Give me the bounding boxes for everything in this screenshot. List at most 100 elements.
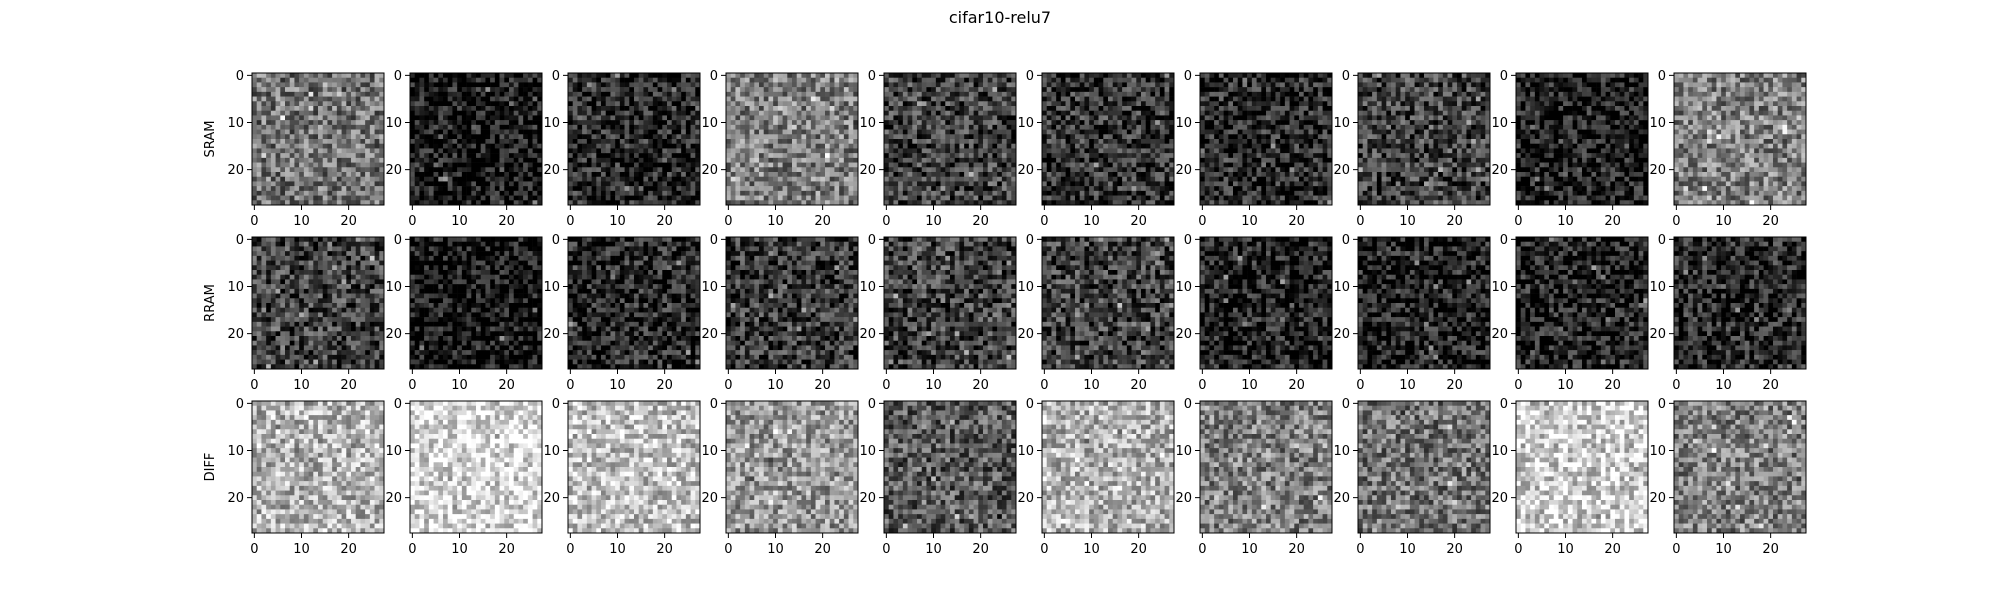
x-tick-label: 20 xyxy=(972,542,989,557)
x-tick-label: 0 xyxy=(1514,214,1522,229)
x-tick-label: 20 xyxy=(1762,378,1779,393)
x-tick-label: 0 xyxy=(408,214,416,229)
y-tick-label: 10 xyxy=(859,280,876,295)
y-tick-label: 0 xyxy=(1500,69,1508,84)
y-tick-label: 10 xyxy=(1491,280,1508,295)
y-tick-label: 20 xyxy=(1333,163,1350,178)
y-tick-label: 20 xyxy=(1333,491,1350,506)
panel-frame xyxy=(883,72,1017,206)
panel-frame xyxy=(883,236,1017,370)
panel-frame xyxy=(409,236,543,370)
panel-frame xyxy=(567,236,701,370)
panel-frame xyxy=(1357,72,1491,206)
heatmap-panel-1-3: 0 10 20 0 10 20 xyxy=(701,233,859,393)
y-tick-label: 0 xyxy=(236,233,244,248)
panel-frame xyxy=(409,72,543,206)
y-tick-label: 20 xyxy=(1017,491,1034,506)
y-tick-label: 20 xyxy=(1649,327,1666,342)
x-tick-label: 20 xyxy=(340,542,357,557)
y-tick-label: 20 xyxy=(543,491,560,506)
heatmap-panel-0-1: 0 10 20 0 10 20 xyxy=(385,69,543,229)
y-tick-label: 10 xyxy=(385,280,402,295)
x-tick-label: 0 xyxy=(1672,378,1680,393)
y-tick-label: 0 xyxy=(710,69,718,84)
x-tick-label: 10 xyxy=(1083,214,1100,229)
x-tick-label: 10 xyxy=(1557,214,1574,229)
panel-frame xyxy=(1357,236,1491,370)
x-tick-label: 20 xyxy=(656,378,673,393)
y-tick-label: 10 xyxy=(859,116,876,131)
x-tick-label: 0 xyxy=(724,214,732,229)
y-tick-label: 10 xyxy=(701,280,718,295)
panel-frame xyxy=(1041,400,1175,534)
x-tick-label: 10 xyxy=(767,378,784,393)
x-tick-label: 20 xyxy=(1130,542,1147,557)
y-tick-label: 10 xyxy=(227,116,244,131)
panel-frame xyxy=(1041,72,1175,206)
heatmap-panel-0-0: 0 10 20 0 10 20 xyxy=(227,69,385,229)
heatmap-panel-2-8: 0 10 20 0 10 20 xyxy=(1491,397,1649,557)
panel-frame xyxy=(1673,400,1807,534)
x-tick-label: 0 xyxy=(1040,542,1048,557)
heatmap-panel-2-6: 0 10 20 0 10 20 xyxy=(1175,397,1333,557)
heatmap-panel-2-1: 0 10 20 0 10 20 xyxy=(385,397,543,557)
heatmap-panel-0-3: 0 10 20 0 10 20 xyxy=(701,69,859,229)
heatmap-panel-2-7: 0 10 20 0 10 20 xyxy=(1333,397,1491,557)
y-tick-label: 0 xyxy=(868,397,876,412)
x-tick-label: 0 xyxy=(1672,214,1680,229)
heatmap-panel-1-4: 0 10 20 0 10 20 xyxy=(859,233,1017,393)
y-tick-label: 10 xyxy=(1333,444,1350,459)
y-tick-label: 20 xyxy=(543,327,560,342)
y-tick-label: 10 xyxy=(1491,444,1508,459)
panel-frame xyxy=(1515,72,1649,206)
x-tick-label: 20 xyxy=(1446,378,1463,393)
y-tick-label: 10 xyxy=(1649,116,1666,131)
heatmap-panel-2-5: 0 10 20 0 10 20 xyxy=(1017,397,1175,557)
y-tick-label: 10 xyxy=(1333,280,1350,295)
y-tick-label: 10 xyxy=(1649,280,1666,295)
y-tick-label: 10 xyxy=(1175,116,1192,131)
x-tick-label: 0 xyxy=(724,378,732,393)
x-tick-label: 20 xyxy=(656,542,673,557)
x-tick-label: 20 xyxy=(814,214,831,229)
x-tick-label: 0 xyxy=(566,542,574,557)
y-tick-label: 20 xyxy=(1175,491,1192,506)
x-tick-label: 10 xyxy=(1715,542,1732,557)
x-tick-label: 0 xyxy=(1040,214,1048,229)
y-tick-label: 0 xyxy=(1658,397,1666,412)
x-tick-label: 20 xyxy=(1130,378,1147,393)
y-tick-label: 0 xyxy=(1342,233,1350,248)
x-tick-label: 0 xyxy=(882,214,890,229)
y-tick-label: 0 xyxy=(1658,69,1666,84)
heatmap-panel-0-2: 0 10 20 0 10 20 xyxy=(543,69,701,229)
x-tick-label: 10 xyxy=(451,542,468,557)
panel-frame xyxy=(1515,400,1649,534)
y-tick-label: 10 xyxy=(701,444,718,459)
y-tick-label: 0 xyxy=(1500,233,1508,248)
heatmap-panel-1-7: 0 10 20 0 10 20 xyxy=(1333,233,1491,393)
y-tick-label: 20 xyxy=(1175,163,1192,178)
chart-title: cifar10-relu7 xyxy=(0,8,2000,28)
x-tick-label: 10 xyxy=(1241,542,1258,557)
heatmap-panel-0-7: 0 10 20 0 10 20 xyxy=(1333,69,1491,229)
x-tick-label: 10 xyxy=(1241,214,1258,229)
y-tick-label: 10 xyxy=(1175,280,1192,295)
panel-frame xyxy=(1041,236,1175,370)
x-tick-label: 20 xyxy=(1604,378,1621,393)
y-tick-label: 0 xyxy=(552,233,560,248)
x-tick-label: 20 xyxy=(814,542,831,557)
x-tick-label: 10 xyxy=(1557,378,1574,393)
y-tick-label: 10 xyxy=(543,116,560,131)
y-tick-label: 0 xyxy=(394,69,402,84)
y-tick-label: 20 xyxy=(385,163,402,178)
y-tick-label: 0 xyxy=(1658,233,1666,248)
row-label-sram: SRAM xyxy=(203,121,218,158)
x-tick-label: 20 xyxy=(1130,214,1147,229)
x-tick-label: 20 xyxy=(1604,214,1621,229)
x-tick-label: 10 xyxy=(1399,214,1416,229)
y-tick-label: 0 xyxy=(1500,397,1508,412)
y-tick-label: 10 xyxy=(1017,444,1034,459)
panel-frame xyxy=(1199,236,1333,370)
y-tick-label: 0 xyxy=(552,397,560,412)
